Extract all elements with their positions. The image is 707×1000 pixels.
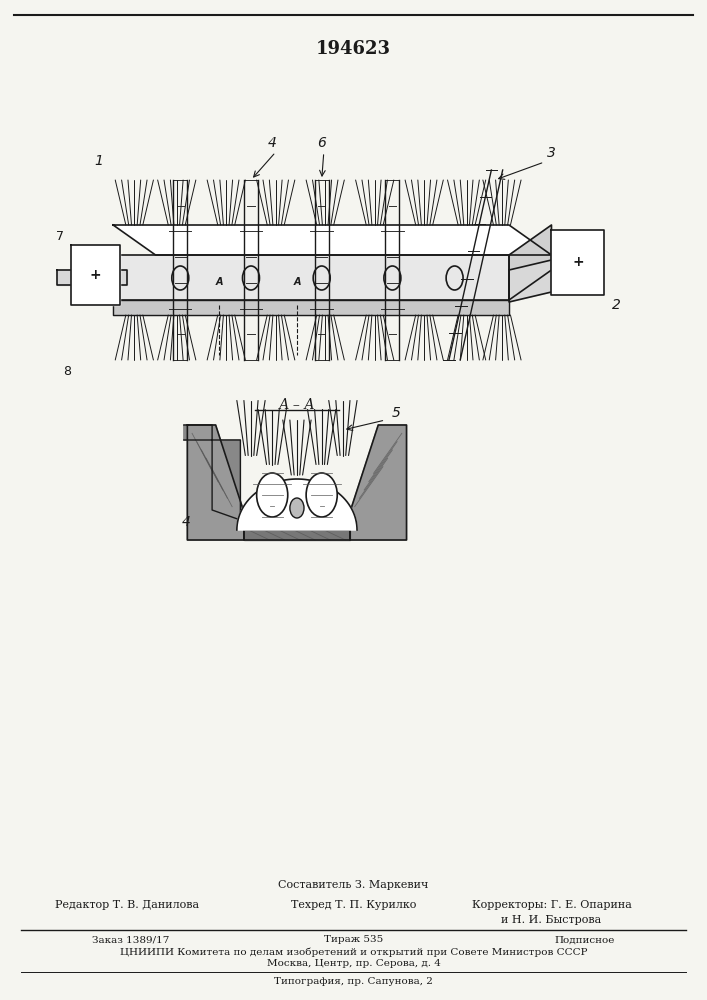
Polygon shape [237, 479, 357, 530]
Polygon shape [244, 530, 350, 540]
Text: Составитель З. Маркевич: Составитель З. Маркевич [279, 880, 428, 890]
Text: A: A [216, 277, 223, 287]
Polygon shape [184, 425, 240, 520]
Text: +: + [573, 255, 584, 269]
Text: А – А: А – А [279, 398, 315, 412]
Text: 3: 3 [547, 146, 556, 160]
Text: 4: 4 [268, 136, 276, 150]
Text: Редактор Т. В. Данилова: Редактор Т. В. Данилова [55, 900, 199, 910]
Text: Типография, пр. Сапунова, 2: Типография, пр. Сапунова, 2 [274, 978, 433, 986]
Text: Подписное: Подписное [555, 936, 615, 944]
Polygon shape [113, 255, 509, 300]
Text: Корректоры: Г. Е. Опарина: Корректоры: Г. Е. Опарина [472, 900, 631, 910]
Text: Техред Т. П. Курилко: Техред Т. П. Курилко [291, 900, 416, 910]
Text: 4: 4 [182, 515, 191, 529]
Text: A: A [293, 277, 300, 287]
Polygon shape [187, 425, 244, 540]
Text: 2: 2 [612, 298, 621, 312]
Text: Москва, Центр, пр. Серова, д. 4: Москва, Центр, пр. Серова, д. 4 [267, 960, 440, 968]
Text: 5: 5 [392, 406, 400, 420]
Text: +: + [90, 268, 101, 282]
Polygon shape [57, 270, 127, 285]
Polygon shape [350, 425, 407, 540]
Circle shape [290, 498, 304, 518]
Text: Заказ 1389/17: Заказ 1389/17 [92, 936, 169, 944]
Text: Тираж 535: Тираж 535 [324, 936, 383, 944]
Polygon shape [551, 230, 604, 295]
Text: 194623: 194623 [316, 40, 391, 58]
Text: 6: 6 [317, 136, 326, 150]
Text: 7: 7 [56, 230, 64, 243]
Polygon shape [71, 245, 120, 305]
Polygon shape [113, 225, 551, 255]
Text: и Н. И. Быстрова: и Н. И. Быстрова [501, 915, 602, 925]
Circle shape [306, 473, 337, 517]
Text: 8: 8 [63, 365, 71, 378]
Text: 1: 1 [95, 154, 103, 168]
Polygon shape [509, 225, 551, 300]
Polygon shape [113, 300, 509, 315]
Text: ЦНИИПИ Комитета по делам изобретений и открытий при Совете Министров СССР: ЦНИИПИ Комитета по делам изобретений и о… [119, 947, 588, 957]
Circle shape [257, 473, 288, 517]
Polygon shape [509, 250, 594, 302]
